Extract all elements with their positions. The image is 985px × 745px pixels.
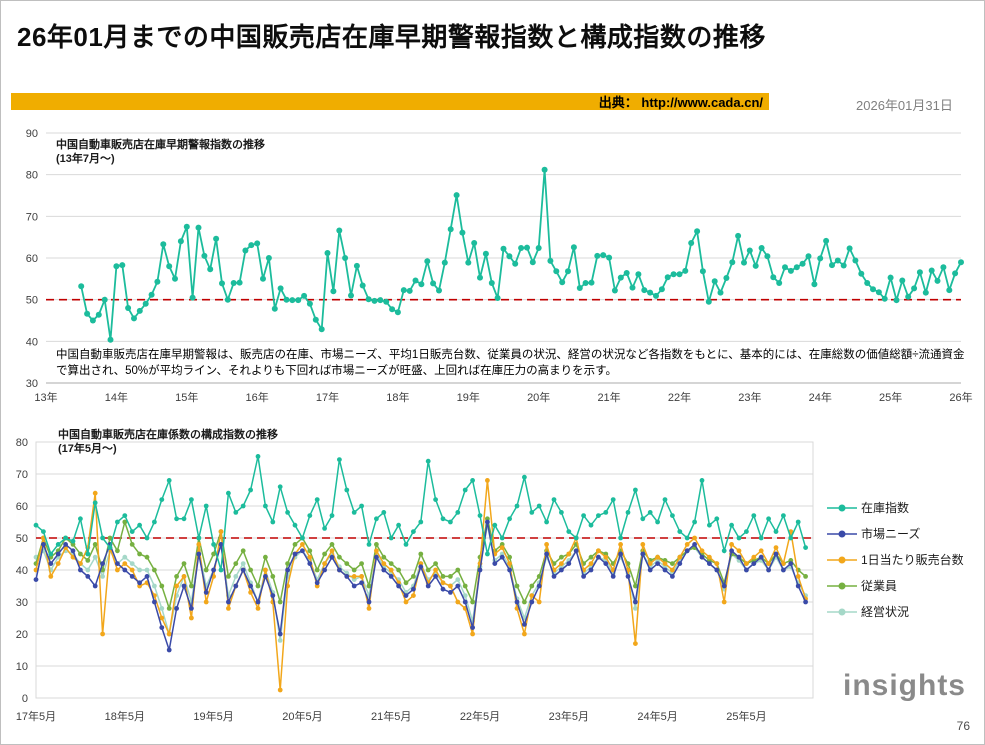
legend-label: 在庫指数 (861, 501, 910, 515)
component-index-chart: 0 10 20 30 40 50 60 70 80 17年5月 18年5月 19年5月 20年5月 21年… (16, 437, 814, 723)
svg-text:25年5月: 25年5月 (726, 709, 766, 723)
page-title: 26年01月までの中国販売店在庫早期警報指数と構成指数の推移 (17, 22, 766, 52)
svg-text:70: 70 (26, 211, 38, 223)
svg-text:23年: 23年 (738, 390, 761, 404)
svg-text:19年5月: 19年5月 (193, 709, 233, 723)
index-description: 中国自動車販売店在庫早期警報は、販売店の在庫、市場ニーズ、平均1日販売台数、従業… (56, 349, 965, 378)
svg-text:24年5月: 24年5月 (637, 709, 677, 723)
legend-item-1: 在庫指数 (827, 499, 964, 516)
page-number: 76 (956, 719, 970, 733)
svg-text:24年: 24年 (809, 390, 832, 404)
svg-text:70: 70 (16, 469, 28, 481)
svg-text:20年: 20年 (527, 390, 550, 404)
svg-text:80: 80 (16, 437, 28, 449)
source-label: 出典： http://www.cada.cn/ (598, 95, 763, 110)
svg-text:40: 40 (26, 336, 38, 348)
svg-text:15年: 15年 (175, 390, 198, 404)
legend-label: 経営状況 (861, 605, 910, 619)
svg-text:18年5月: 18年5月 (105, 709, 145, 723)
svg-text:0: 0 (22, 693, 28, 705)
top-chart-title: 中国自動車販売店在庫早期警報指数の推移 (56, 139, 265, 151)
svg-text:16年: 16年 (246, 390, 269, 404)
bottom-chart-title: 中国自動車販売店在庫係数の構成指数の推移 (58, 429, 278, 441)
legend-marker-icon (827, 582, 857, 589)
svg-text:20: 20 (16, 629, 28, 641)
svg-text:17年: 17年 (316, 390, 339, 404)
svg-text:22年5月: 22年5月 (460, 709, 500, 723)
legend-label: 従業員 (861, 579, 898, 593)
svg-text:13年: 13年 (34, 390, 57, 404)
legend-item-3: 1日当たり販売台数 (827, 551, 964, 568)
svg-text:50: 50 (26, 295, 38, 307)
accent-bar: 出典： http://www.cada.cn/ (11, 93, 769, 110)
svg-text:17年5月: 17年5月 (16, 709, 56, 723)
legend-marker-icon (827, 530, 857, 537)
legend-marker-icon (827, 556, 857, 563)
svg-text:30: 30 (16, 597, 28, 609)
legend-item-4: 従業員 (827, 577, 964, 594)
svg-text:22年: 22年 (668, 390, 691, 404)
svg-text:40: 40 (16, 565, 28, 577)
chart-legend: 在庫指数市場ニーズ 1日当たり販売台数 従業員経営状況 (827, 499, 964, 620)
svg-text:21年: 21年 (597, 390, 620, 404)
svg-text:60: 60 (16, 501, 28, 513)
insights-logo: insights (842, 669, 966, 702)
svg-text:80: 80 (26, 170, 38, 182)
svg-text:26年: 26年 (949, 390, 972, 404)
svg-text:23年5月: 23年5月 (549, 709, 589, 723)
legend-marker-icon (827, 504, 857, 511)
svg-text:90: 90 (26, 128, 38, 140)
svg-text:19年: 19年 (457, 390, 480, 404)
svg-text:25年: 25年 (879, 390, 902, 404)
legend-item-2: 市場ニーズ (827, 525, 964, 542)
svg-text:10: 10 (16, 661, 28, 673)
legend-item-5: 経営状況 (827, 603, 964, 620)
svg-text:30: 30 (26, 378, 38, 390)
svg-text:21年5月: 21年5月 (371, 709, 411, 723)
date-label: 2026年01月31日 (856, 98, 953, 113)
bottom-chart-subtitle: (17年5月～) (58, 443, 117, 455)
svg-text:20年5月: 20年5月 (282, 709, 322, 723)
svg-text:50: 50 (16, 533, 28, 545)
svg-text:18年: 18年 (386, 390, 409, 404)
legend-marker-icon (827, 608, 857, 615)
legend-label: 1日当たり販売台数 (861, 553, 964, 567)
svg-text:60: 60 (26, 253, 38, 265)
svg-text:14年: 14年 (105, 390, 128, 404)
alert-index-chart: 30 40 50 60 70 80 90 13年 14年 15年 16年 17年 18年 19年 20年 21… (26, 128, 973, 404)
top-chart-subtitle: (13年7月～) (56, 153, 115, 165)
legend-label: 市場ニーズ (861, 527, 921, 541)
